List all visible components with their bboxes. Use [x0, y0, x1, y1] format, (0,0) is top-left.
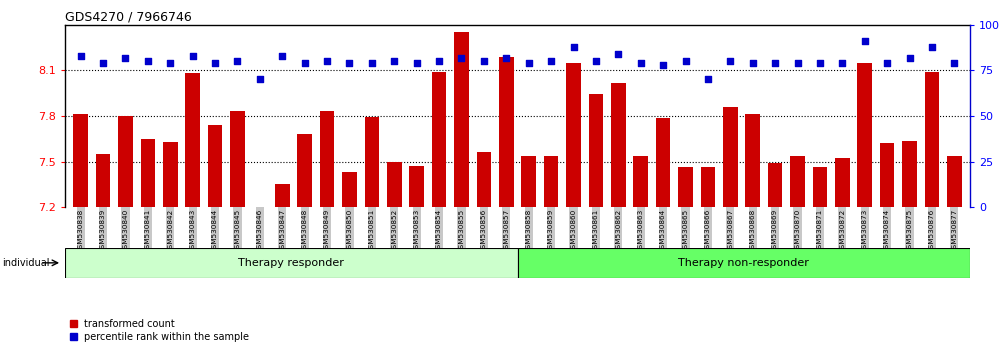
Point	[767, 60, 783, 66]
Point	[453, 55, 469, 61]
Bar	[275, 184, 290, 207]
Point	[73, 53, 89, 59]
Point	[140, 58, 156, 64]
Bar	[230, 112, 245, 207]
Bar	[387, 161, 402, 207]
Bar	[880, 143, 894, 207]
Point	[924, 44, 940, 50]
Bar	[342, 172, 357, 207]
Point	[655, 62, 671, 68]
Point	[588, 58, 604, 64]
Point	[117, 55, 133, 61]
Point	[476, 58, 492, 64]
Point	[610, 51, 626, 57]
Point	[498, 55, 514, 61]
Bar	[320, 112, 334, 207]
FancyBboxPatch shape	[518, 248, 970, 278]
Bar	[566, 63, 581, 207]
Point	[521, 60, 537, 66]
Bar	[589, 94, 603, 207]
Point	[297, 60, 313, 66]
Bar	[163, 142, 178, 207]
Bar	[454, 32, 469, 207]
Point	[812, 60, 828, 66]
Bar	[813, 167, 827, 207]
Bar	[723, 107, 738, 207]
Point	[678, 58, 694, 64]
Bar	[208, 125, 222, 207]
Bar	[925, 72, 939, 207]
Bar	[768, 163, 782, 207]
Legend: transformed count, percentile rank within the sample: transformed count, percentile rank withi…	[70, 319, 249, 342]
Bar	[745, 114, 760, 207]
Bar	[678, 167, 693, 207]
Point	[700, 77, 716, 82]
Bar	[297, 134, 312, 207]
Point	[341, 60, 357, 66]
Bar	[409, 166, 424, 207]
Point	[409, 60, 425, 66]
Bar	[947, 156, 962, 207]
Bar	[656, 118, 670, 207]
Bar	[432, 72, 446, 207]
Point	[857, 38, 873, 44]
Point	[566, 44, 582, 50]
Bar	[118, 116, 133, 207]
Bar	[73, 114, 88, 207]
Bar	[611, 83, 626, 207]
Bar	[185, 73, 200, 207]
Bar	[96, 154, 110, 207]
Point	[95, 60, 111, 66]
Point	[902, 55, 918, 61]
Text: GDS4270 / 7966746: GDS4270 / 7966746	[65, 11, 192, 24]
Point	[274, 53, 290, 59]
Point	[252, 77, 268, 82]
FancyBboxPatch shape	[65, 248, 518, 278]
Bar	[857, 63, 872, 207]
Point	[633, 60, 649, 66]
Point	[431, 58, 447, 64]
Text: Therapy non-responder: Therapy non-responder	[678, 258, 809, 268]
Point	[229, 58, 245, 64]
Point	[185, 53, 201, 59]
Point	[364, 60, 380, 66]
Point	[207, 60, 223, 66]
Bar	[790, 156, 805, 207]
Point	[790, 60, 806, 66]
Bar	[141, 139, 155, 207]
Bar	[477, 153, 491, 207]
Bar	[544, 156, 558, 207]
Point	[745, 60, 761, 66]
Point	[319, 58, 335, 64]
Bar	[902, 142, 917, 207]
Point	[722, 58, 738, 64]
Point	[834, 60, 850, 66]
Bar	[521, 156, 536, 207]
Bar	[701, 167, 715, 207]
Bar	[499, 57, 514, 207]
Point	[386, 58, 402, 64]
Bar	[835, 158, 850, 207]
Point	[946, 60, 962, 66]
Point	[879, 60, 895, 66]
Text: individual: individual	[2, 258, 50, 268]
Point	[162, 60, 178, 66]
Point	[543, 58, 559, 64]
Text: Therapy responder: Therapy responder	[238, 258, 344, 268]
Bar	[365, 118, 379, 207]
Bar	[633, 156, 648, 207]
